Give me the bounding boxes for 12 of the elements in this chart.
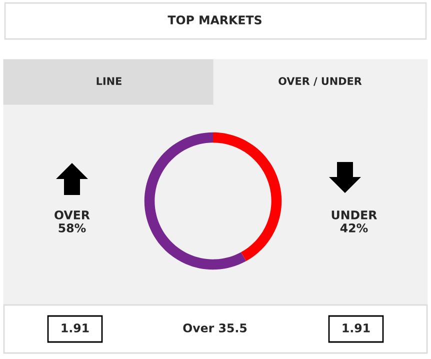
text: 1.91 — [62, 324, 89, 332]
chart-title: TOP MARKETS — [168, 15, 262, 24]
text: 1.91 — [342, 324, 370, 332]
data-label: 58% — [58, 223, 86, 232]
donut-slice — [213, 132, 282, 262]
text: OVER / UNDER — [278, 77, 362, 86]
text: LINE — [96, 77, 122, 85]
data-label: 42% — [340, 223, 368, 232]
donut-slice — [144, 132, 246, 270]
slice-label: UNDER — [332, 210, 377, 220]
text: Over 35.5 — [183, 323, 247, 332]
slice-label: OVER — [54, 210, 90, 220]
